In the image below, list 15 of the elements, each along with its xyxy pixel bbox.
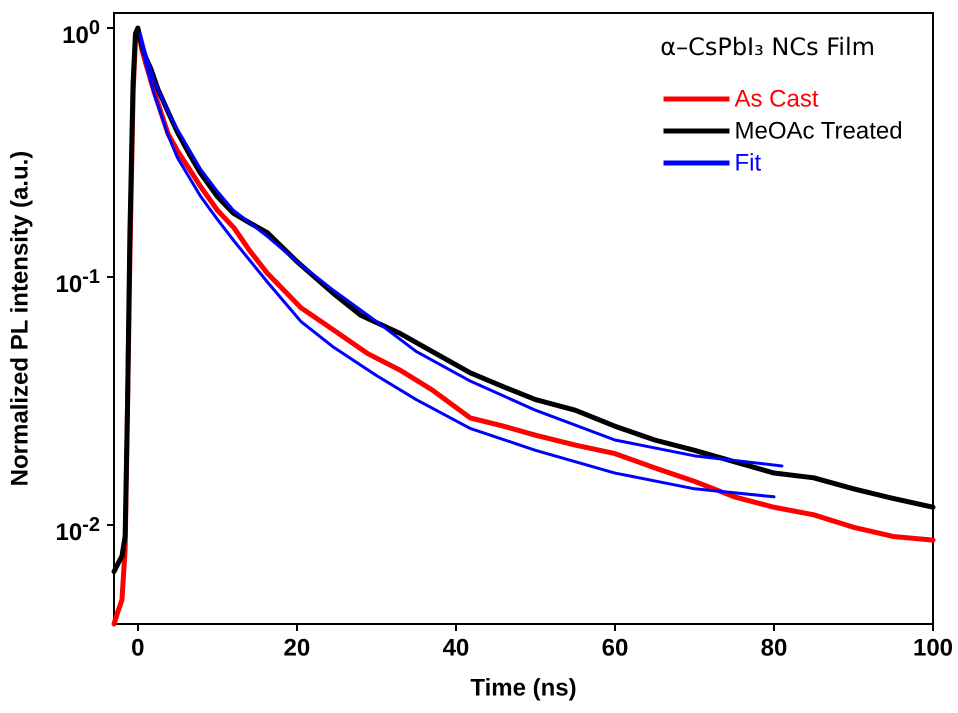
- y-tick-label: 10$^{-1}$: [56, 264, 100, 298]
- legend-label: MeOAc Treated: [734, 118, 903, 144]
- legend-label: Fit: [734, 150, 762, 176]
- x-tick-label: 20: [284, 634, 310, 662]
- x-tick-label: 40: [442, 634, 470, 662]
- y-tick-label: 10$^{-2}$: [56, 513, 100, 546]
- x-tick-label: 60: [602, 634, 628, 662]
- y-axis-title: Normalized PL intensity (a.u.): [6, 150, 34, 486]
- y-tick-label: 10$^{0}$: [62, 16, 100, 50]
- legend-title: α–CsPbI₃ NCs Film: [660, 33, 875, 61]
- x-tick-label: 100: [912, 634, 954, 662]
- x-tick-label: 80: [760, 634, 788, 662]
- legend-label: As Cast: [734, 86, 819, 112]
- x-axis-title: Time (ns): [470, 674, 577, 702]
- x-tick-label: 0: [131, 634, 145, 662]
